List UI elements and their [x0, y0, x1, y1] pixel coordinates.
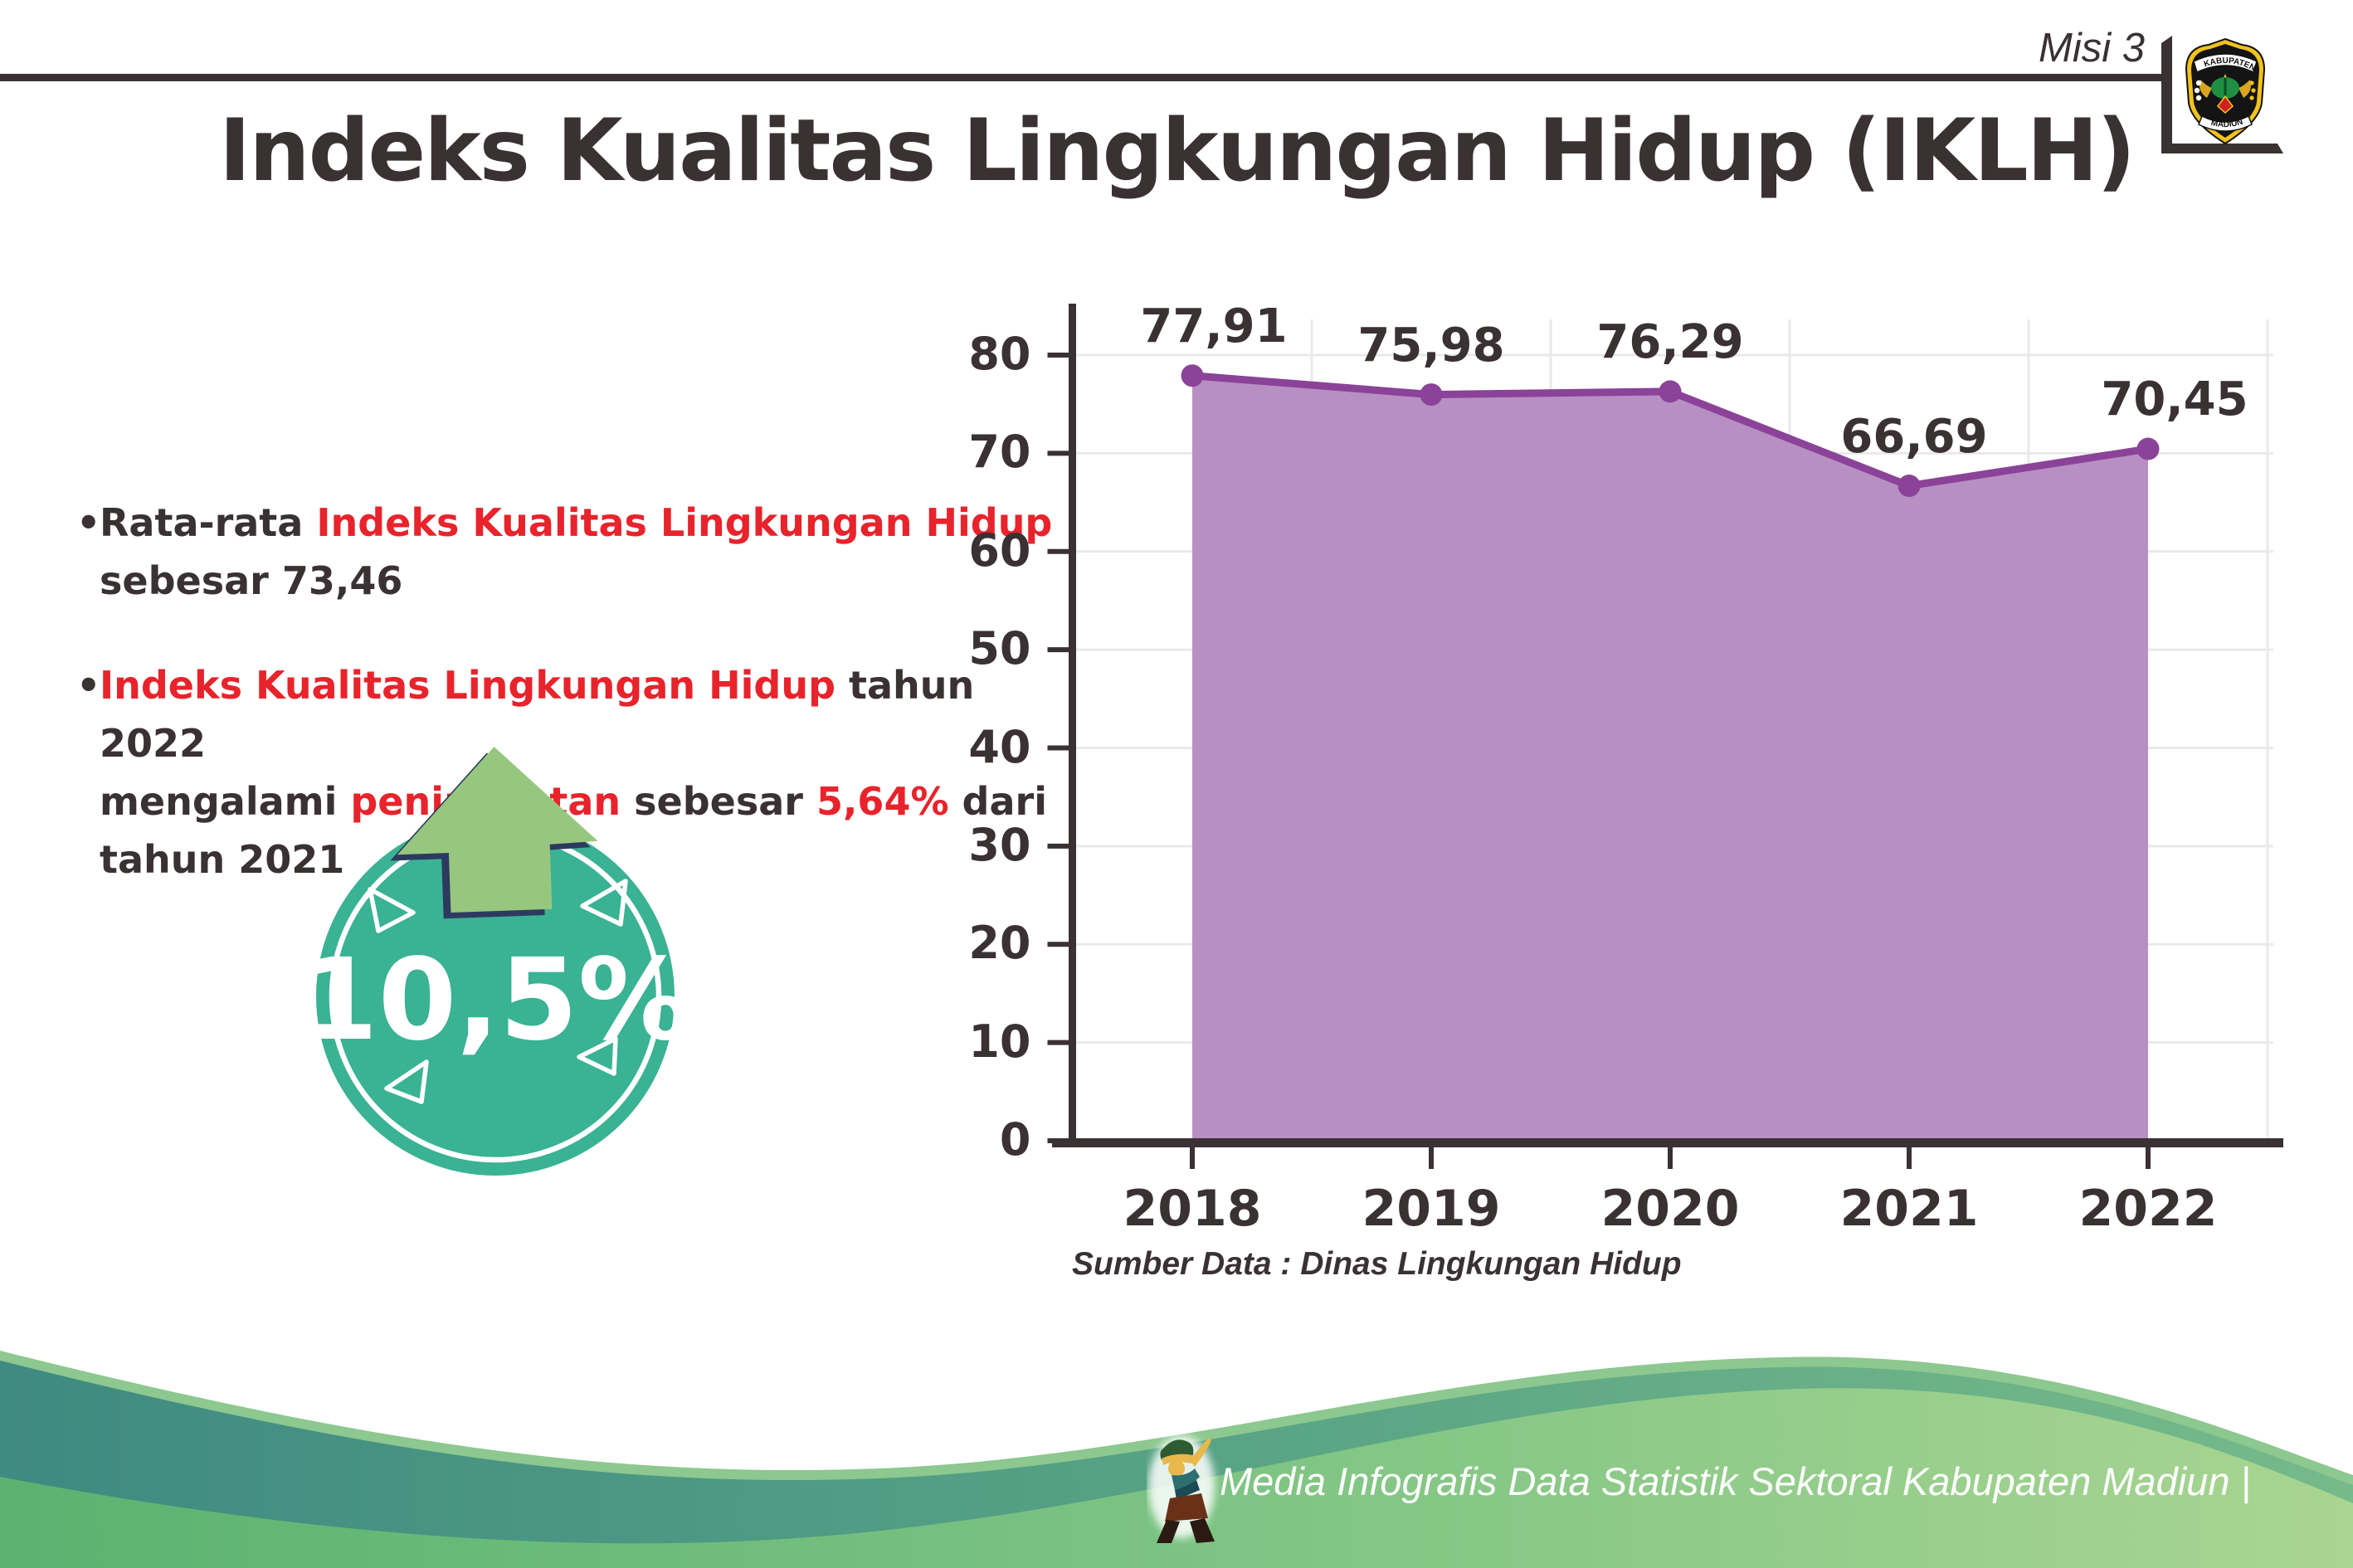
badge-value: 10,5%: [300, 935, 691, 1066]
area-fill: [1192, 375, 2148, 1142]
x-axis-label: 2019: [1362, 1180, 1501, 1238]
bullet-dot: •: [76, 662, 101, 708]
value-label: 66,69: [1840, 409, 1988, 464]
value-label: 76,29: [1596, 314, 1744, 369]
text-segment: sebesar: [621, 778, 816, 824]
text-segment: mengalami: [100, 778, 351, 824]
bullet-line: sebesar 73,46: [100, 553, 1093, 611]
y-tick: [1047, 548, 1073, 554]
x-tick: [1907, 1147, 1912, 1169]
text-segment: Indeks Kualitas Lingkungan Hidup: [316, 500, 1053, 545]
y-axis-label: 80: [968, 328, 1031, 380]
text-segment: sebesar 73,46: [100, 558, 403, 603]
misi-label: Misi 3: [2039, 26, 2145, 71]
source-note: Sumber Data : Dinas Lingkungan Hidup: [1072, 1246, 1682, 1282]
y-axis: [1069, 304, 1076, 1147]
footer-caption: Media Infografis Data Statistik Sektoral…: [1220, 1459, 2251, 1503]
y-tick: [1047, 843, 1073, 849]
x-tick: [1190, 1147, 1195, 1169]
bullet-line: • Rata-rata Indeks Kualitas Lingkungan Hi…: [76, 494, 1093, 553]
bullet-dot: •: [76, 500, 101, 545]
bullet-item-1: • Rata-rata Indeks Kualitas Lingkungan Hi…: [76, 494, 1093, 611]
header-rule: [0, 74, 2162, 81]
kabupaten-madiun-logo: KABUPATEN MADIUN: [2185, 37, 2266, 145]
y-axis-label: 40: [968, 720, 1031, 773]
h-gridline: [1075, 353, 2273, 357]
y-tick: [1047, 450, 1073, 456]
data-point: [1420, 383, 1443, 407]
increase-badge: 10,5%: [300, 747, 691, 1176]
data-point: [1181, 364, 1204, 387]
x-tick: [1668, 1147, 1673, 1169]
y-axis-label: 10: [968, 1015, 1031, 1068]
y-axis-label: 30: [968, 818, 1031, 871]
y-axis-label: 50: [968, 622, 1031, 675]
mascot-icon: [1148, 1435, 1215, 1543]
y-tick: [1047, 1138, 1073, 1143]
text-segment: tahun 2022: [100, 662, 975, 766]
text-segment: Rata-rata: [100, 500, 317, 545]
y-axis-label: 70: [968, 426, 1031, 479]
x-axis-label: 2021: [1839, 1180, 1979, 1238]
data-point: [1659, 380, 1682, 403]
y-tick: [1047, 647, 1073, 653]
x-axis: [1052, 1138, 2283, 1147]
x-axis-label: 2022: [2078, 1180, 2218, 1238]
sparkle-triangles: [368, 879, 628, 1104]
x-axis-label: 2020: [1600, 1180, 1740, 1238]
y-axis-label: 0: [999, 1113, 1031, 1166]
y-tick: [1047, 942, 1073, 947]
value-label: 77,91: [1140, 299, 1288, 353]
bullet-line: tahun 2021: [100, 831, 1093, 889]
text-segment: 5,64%: [816, 778, 949, 824]
logo-frame: [2161, 36, 2283, 153]
y-tick: [1047, 353, 1073, 358]
bullet-list: • Rata-rata Indeks Kualitas Lingkungan Hi…: [76, 494, 1093, 889]
page-title: Indeks Kualitas Lingkungan Hidup (IKLH): [218, 101, 2136, 201]
v-gridline: [2266, 319, 2269, 1141]
data-point: [2136, 437, 2160, 460]
x-tick: [2146, 1147, 2151, 1169]
y-axis-label: 60: [968, 523, 1031, 577]
text-segment: dari: [948, 778, 1047, 824]
y-tick: [1047, 1040, 1073, 1045]
y-tick: [1047, 745, 1073, 751]
data-point: [1898, 475, 1921, 498]
text-segment: tahun 2021: [100, 836, 345, 882]
bullet-line: • Indeks Kualitas Lingkungan Hidup tahun …: [76, 657, 1093, 773]
text-segment: Indeks Kualitas Lingkungan Hidup: [100, 662, 836, 708]
x-axis-label: 2018: [1123, 1180, 1262, 1238]
up-arrow-icon: [390, 747, 598, 919]
value-label: 70,45: [2101, 373, 2248, 427]
value-label: 75,98: [1357, 318, 1505, 373]
y-axis-label: 20: [968, 917, 1031, 970]
x-tick: [1429, 1147, 1434, 1169]
svg-text:MADIUN: MADIUN: [2210, 118, 2244, 130]
